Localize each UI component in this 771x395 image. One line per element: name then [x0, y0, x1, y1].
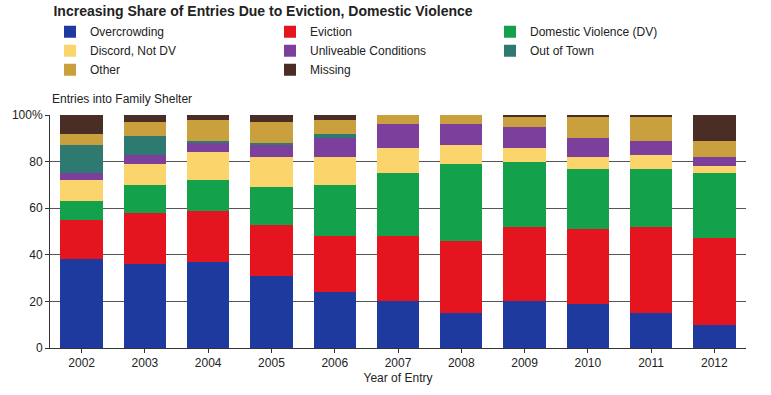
svg-text:20: 20	[29, 295, 43, 309]
svg-text:Unliveable Conditions: Unliveable Conditions	[310, 44, 426, 58]
svg-text:2002: 2002	[68, 356, 95, 370]
svg-text:Eviction: Eviction	[310, 25, 352, 39]
svg-text:2010: 2010	[574, 356, 601, 370]
svg-text:Discord, Not DV: Discord, Not DV	[90, 44, 176, 58]
svg-text:100%: 100%	[12, 108, 43, 122]
svg-text:80: 80	[29, 155, 43, 169]
svg-text:2012: 2012	[701, 356, 728, 370]
svg-text:Out of Town: Out of Town	[530, 44, 594, 58]
svg-text:2003: 2003	[132, 356, 159, 370]
svg-text:0: 0	[36, 341, 43, 355]
svg-text:Other: Other	[90, 63, 120, 77]
svg-text:Overcrowding: Overcrowding	[90, 25, 164, 39]
svg-text:2008: 2008	[448, 356, 475, 370]
svg-text:2009: 2009	[511, 356, 538, 370]
svg-text:2005: 2005	[258, 356, 285, 370]
svg-text:Missing: Missing	[310, 63, 351, 77]
svg-text:Entries into Family Shelter: Entries into Family Shelter	[52, 92, 192, 106]
svg-text:Increasing Share of Entries Du: Increasing Share of Entries Due to Evict…	[53, 3, 472, 19]
svg-text:2006: 2006	[321, 356, 348, 370]
svg-text:Domestic Violence (DV): Domestic Violence (DV)	[530, 25, 657, 39]
svg-text:Year of Entry: Year of Entry	[364, 371, 433, 385]
svg-text:40: 40	[29, 248, 43, 262]
svg-text:60: 60	[29, 201, 43, 215]
svg-text:2011: 2011	[638, 356, 664, 370]
svg-text:2007: 2007	[385, 356, 412, 370]
svg-text:2004: 2004	[195, 356, 222, 370]
